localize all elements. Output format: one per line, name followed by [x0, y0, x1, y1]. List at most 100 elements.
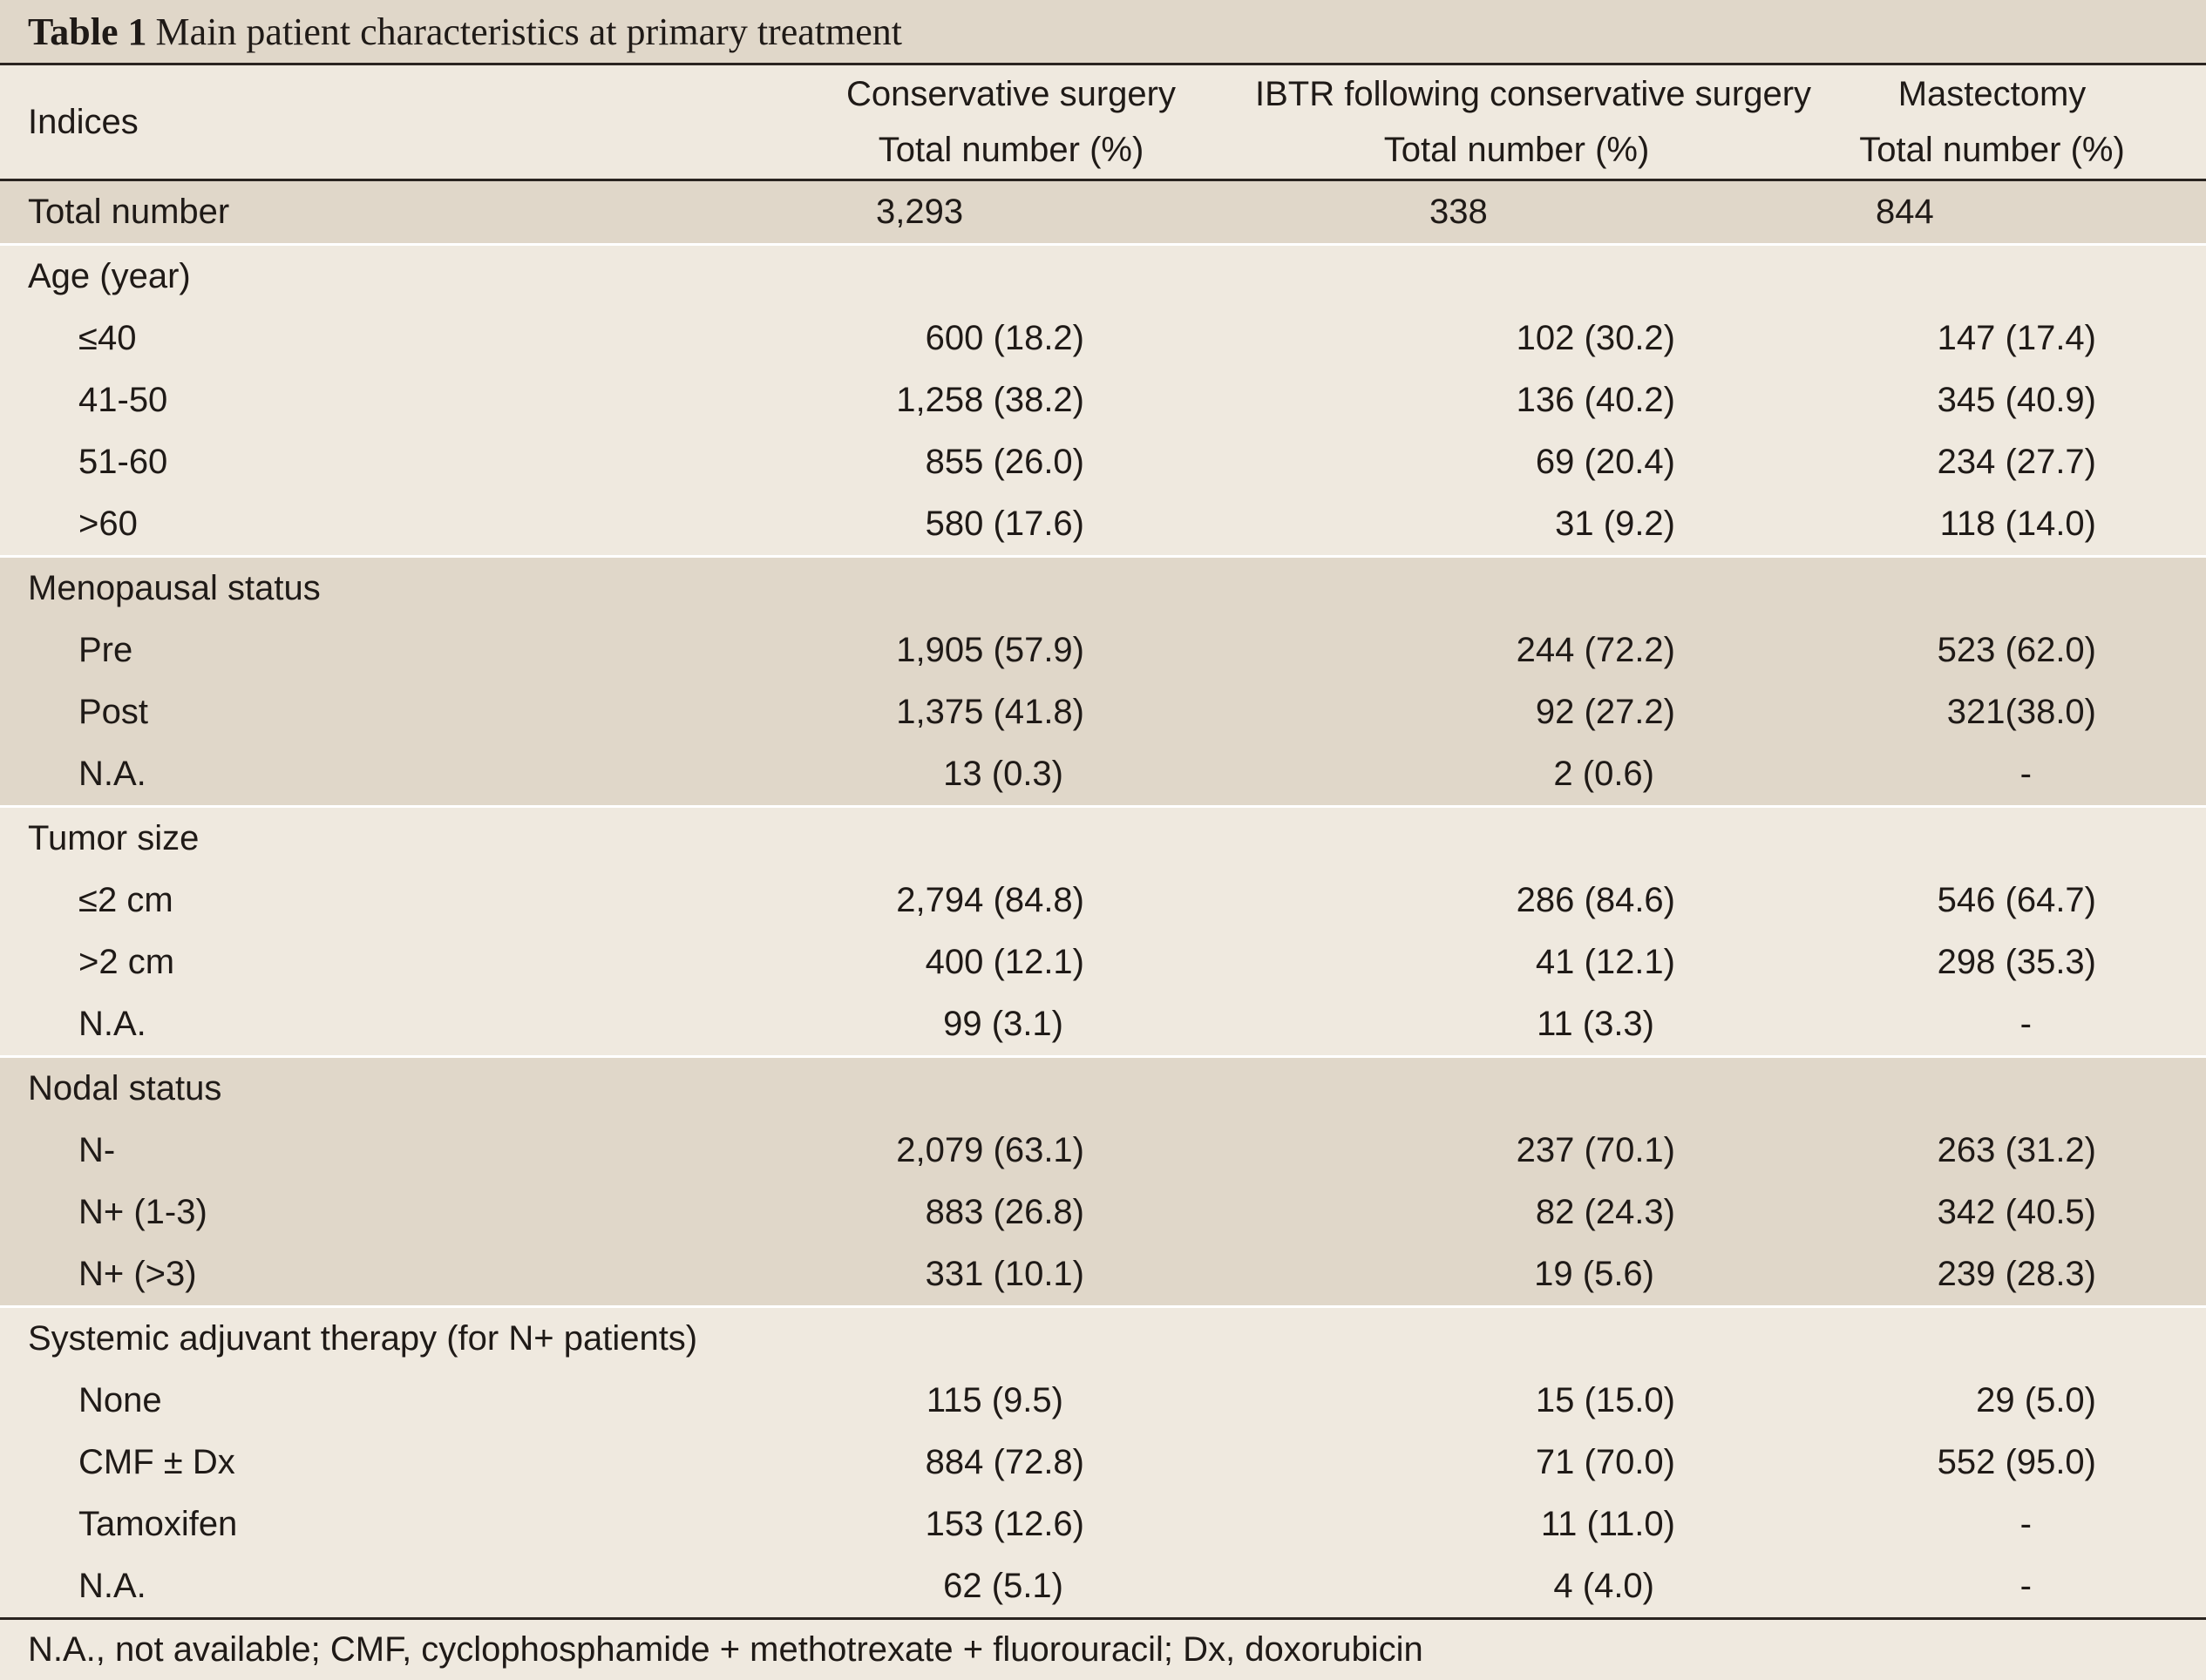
row-label: N+ (>3): [0, 1243, 767, 1307]
cell-value: 19 (5.6): [1255, 1243, 1778, 1307]
section-title: Nodal status: [0, 1056, 2206, 1120]
table-row: N.A. 13 (0.3) 2 (0.6) -: [0, 743, 2206, 807]
table-footnote: N.A., not available; CMF, cyclophosphami…: [0, 1617, 2206, 1680]
cell-value: 1,375 (41.8): [767, 681, 1255, 743]
cell-value: 147 (17.4): [1778, 308, 2206, 369]
table-label: Table 1: [28, 10, 147, 53]
row-label: CMF ± Dx: [0, 1432, 767, 1494]
table-row: >2 cm 400 (12.1) 41 (12.1) 298 (35.3): [0, 931, 2206, 993]
cell-value: 331 (10.1): [767, 1243, 1255, 1307]
cell-value: 2,079 (63.1): [767, 1120, 1255, 1182]
row-label: Total number: [0, 180, 767, 245]
cell-value: -: [1778, 743, 2206, 807]
cell-value: 234 (27.7): [1778, 431, 2206, 493]
cell-value: -: [1778, 1494, 2206, 1555]
header-col-title: Conservative surgery: [846, 75, 1176, 113]
cell-value: 41 (12.1): [1255, 931, 1778, 993]
row-label: None: [0, 1370, 767, 1432]
section-age: Age (year) ≤40 600 (18.2) 102 (30.2) 147…: [0, 244, 2206, 557]
cell-value: 2 (0.6): [1255, 743, 1778, 807]
cell-value: 29 (5.0): [1778, 1370, 2206, 1432]
cell-value: 82 (24.3): [1255, 1182, 1778, 1243]
header-col-title: Mastectomy: [1897, 75, 2087, 113]
table-row: Tamoxifen 153 (12.6) 11 (11.0) -: [0, 1494, 2206, 1555]
cell-value: 342 (40.5): [1778, 1182, 2206, 1243]
header-mastectomy: Mastectomy Total number (%): [1778, 65, 2206, 181]
section-tumor-size: Tumor size ≤2 cm 2,794 (84.8) 286 (84.6)…: [0, 806, 2206, 1057]
cell-value: 31 (9.2): [1255, 493, 1778, 557]
section-title: Tumor size: [0, 806, 2206, 870]
table-row: 41-50 1,258 (38.2) 136 (40.2) 345 (40.9): [0, 369, 2206, 431]
cell-value: 136 (40.2): [1255, 369, 1778, 431]
table-row: Pre 1,905 (57.9) 244 (72.2) 523 (62.0): [0, 620, 2206, 681]
header-col-unit: Total number (%): [878, 131, 1144, 169]
cell-value: 153 (12.6): [767, 1494, 1255, 1555]
section-nodal-status: Nodal status N- 2,079 (63.1) 237 (70.1) …: [0, 1056, 2206, 1307]
row-label: ≤40: [0, 308, 767, 369]
cell-value: 4 (4.0): [1255, 1555, 1778, 1617]
section-header-row: Nodal status: [0, 1056, 2206, 1120]
section-title: Systemic adjuvant therapy (for N+ patien…: [0, 1306, 2206, 1370]
cell-value: 1,905 (57.9): [767, 620, 1255, 681]
row-label: >60: [0, 493, 767, 557]
cell-value: 1,258 (38.2): [767, 369, 1255, 431]
cell-value: 855 (26.0): [767, 431, 1255, 493]
cell-value: 102 (30.2): [1255, 308, 1778, 369]
row-label: N.A.: [0, 993, 767, 1057]
row-label: >2 cm: [0, 931, 767, 993]
header-conservative-surgery: Conservative surgery Total number (%): [767, 65, 1255, 181]
cell-value: 62 (5.1): [767, 1555, 1255, 1617]
cell-value: 237 (70.1): [1255, 1120, 1778, 1182]
table-row: Post 1,375 (41.8) 92 (27.2) 321(38.0): [0, 681, 2206, 743]
table-row: CMF ± Dx 884 (72.8) 71 (70.0) 552 (95.0): [0, 1432, 2206, 1494]
section-menopausal: Menopausal status Pre 1,905 (57.9) 244 (…: [0, 556, 2206, 807]
cell-value: 99 (3.1): [767, 993, 1255, 1057]
section-header-row: Menopausal status: [0, 556, 2206, 620]
cell-value: 244 (72.2): [1255, 620, 1778, 681]
cell-value: 338: [1255, 180, 1778, 245]
cell-value: 118 (14.0): [1778, 493, 2206, 557]
cell-value: 844: [1778, 180, 2206, 245]
section-title: Menopausal status: [0, 556, 2206, 620]
table-row: >60 580 (17.6) 31 (9.2) 118 (14.0): [0, 493, 2206, 557]
cell-value: 239 (28.3): [1778, 1243, 2206, 1307]
header-col-unit: Total number (%): [1859, 131, 2125, 169]
cell-value: 15 (15.0): [1255, 1370, 1778, 1432]
section-title: Age (year): [0, 244, 2206, 308]
table-caption: Table 1 Main patient characteristics at …: [0, 0, 2206, 65]
cell-value: 400 (12.1): [767, 931, 1255, 993]
table-row: None 115 (9.5) 15 (15.0) 29 (5.0): [0, 1370, 2206, 1432]
cell-value: 11 (3.3): [1255, 993, 1778, 1057]
table-row: N+ (1-3) 883 (26.8) 82 (24.3) 342 (40.5): [0, 1182, 2206, 1243]
cell-value: 263 (31.2): [1778, 1120, 2206, 1182]
header-col-unit: Total number (%): [1383, 131, 1650, 169]
row-label: Post: [0, 681, 767, 743]
cell-value: 883 (26.8): [767, 1182, 1255, 1243]
header-col-title: IBTR following conservative surgery: [1255, 75, 1812, 113]
cell-value: 298 (35.3): [1778, 931, 2206, 993]
table-row: 51-60 855 (26.0) 69 (20.4) 234 (27.7): [0, 431, 2206, 493]
row-label: N.A.: [0, 743, 767, 807]
cell-value: 11 (11.0): [1255, 1494, 1778, 1555]
section-adjuvant-therapy: Systemic adjuvant therapy (for N+ patien…: [0, 1306, 2206, 1617]
cell-value: 580 (17.6): [767, 493, 1255, 557]
patient-characteristics-table: Indices Conservative surgery Total numbe…: [0, 65, 2206, 1617]
row-label: N+ (1-3): [0, 1182, 767, 1243]
row-label: Pre: [0, 620, 767, 681]
row-label: N.A.: [0, 1555, 767, 1617]
table-row: N+ (>3) 331 (10.1) 19 (5.6) 239 (28.3): [0, 1243, 2206, 1307]
row-label: ≤2 cm: [0, 870, 767, 931]
section-header-row: Age (year): [0, 244, 2206, 308]
table-title: Main patient characteristics at primary …: [155, 10, 902, 53]
total-section: Total number 3,293 338 844: [0, 180, 2206, 245]
table-row: N- 2,079 (63.1) 237 (70.1) 263 (31.2): [0, 1120, 2206, 1182]
cell-value: 13 (0.3): [767, 743, 1255, 807]
table-row: N.A. 62 (5.1) 4 (4.0) -: [0, 1555, 2206, 1617]
header-ibtr: IBTR following conservative surgery Tota…: [1255, 65, 1812, 181]
cell-value: 600 (18.2): [767, 308, 1255, 369]
row-label: Tamoxifen: [0, 1494, 767, 1555]
cell-value: 115 (9.5): [767, 1370, 1255, 1432]
cell-value: 71 (70.0): [1255, 1432, 1778, 1494]
cell-value: 884 (72.8): [767, 1432, 1255, 1494]
cell-value: -: [1778, 1555, 2206, 1617]
